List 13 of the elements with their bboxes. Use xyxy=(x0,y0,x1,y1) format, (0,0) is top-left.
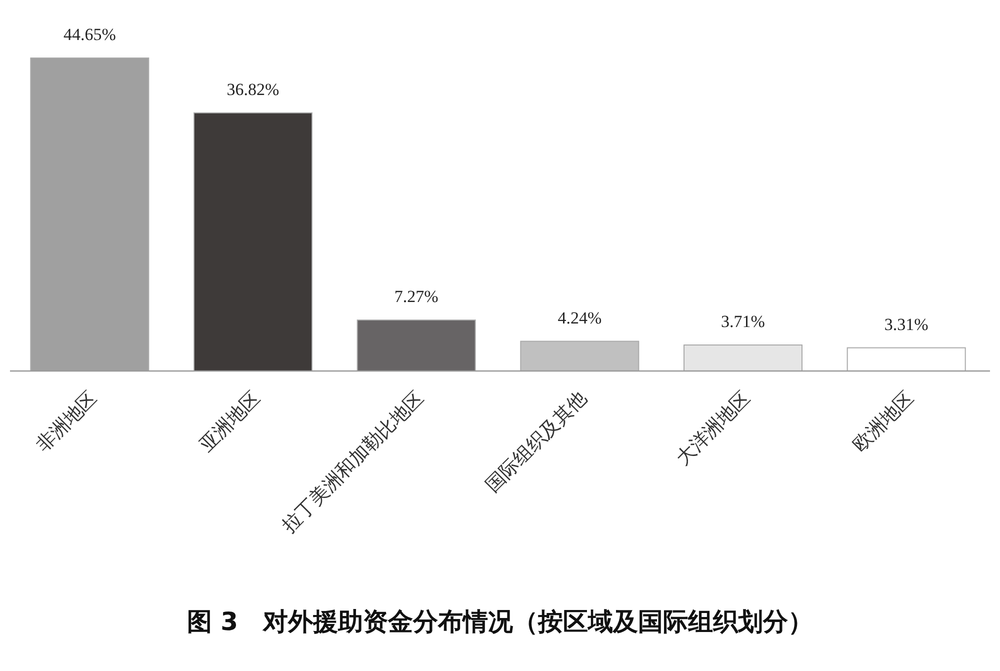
x-tick-label: 欧洲地区 xyxy=(848,386,918,456)
x-tick-label: 非洲地区 xyxy=(32,386,102,456)
x-tick-label: 拉丁美洲和加勒比地区 xyxy=(278,386,428,537)
data-label: 3.71% xyxy=(721,312,765,331)
data-label: 3.31% xyxy=(884,314,928,334)
x-tick-label: 大洋洲地区 xyxy=(672,386,755,470)
data-label: 7.27% xyxy=(394,287,438,306)
data-label: 36.82% xyxy=(226,80,280,99)
data-label: 44.65% xyxy=(63,25,116,44)
x-tick-label: 亚洲地区 xyxy=(195,386,265,456)
data-label: 4.24% xyxy=(558,308,602,328)
text: 图 3 对外援助资金分布情况（按区域及国际组织划分） xyxy=(186,607,814,636)
x-tick-label: 国际组织及其他 xyxy=(482,386,592,497)
